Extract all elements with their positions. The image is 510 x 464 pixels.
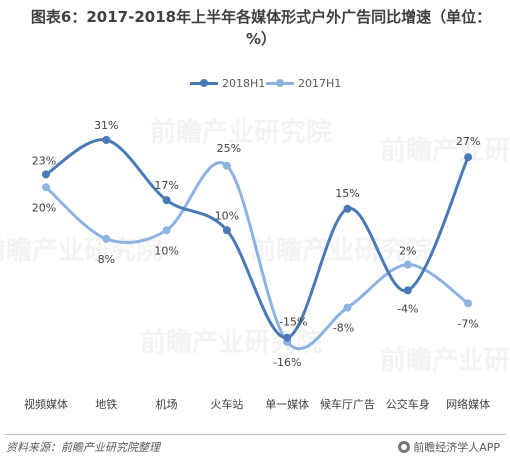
data-label-2017h1-4: -16% [273,356,301,369]
category-label-1: 地铁 [95,398,117,411]
point-2017h1-3 [222,161,231,170]
data-label-2018h1-4: -15% [279,316,307,329]
point-2018h1-0 [42,170,50,179]
point-2017h1-5 [343,303,352,312]
brand-logo-icon [398,441,411,453]
category-label-6: 公交车身 [386,397,430,411]
data-label-2018h1-2: 17% [154,179,178,192]
data-label-2017h1-3: 25% [217,142,241,155]
footer-divider [4,434,506,435]
point-2017h1-1 [102,234,111,243]
data-label-2017h1-6: 2% [399,245,416,258]
series-line-2017h1 [44,161,470,351]
point-2018h1-7 [464,153,473,162]
brand-text: 前瞻经济学人APP [413,441,500,454]
chart-title: 图表6：2017-2018年上半年各媒体形式户外广告同比增速（单位：%） [30,8,492,48]
point-2018h1-2 [162,196,171,205]
point-2017h1-7 [464,299,473,308]
category-label-7: 网络媒体 [446,397,490,411]
legend-swatch-2018h1 [190,74,218,92]
source-note: 资料来源：前瞻产业研究院整理 [6,441,160,454]
data-label-2017h1-1: 8% [98,253,115,266]
category-label-5: 候车厅广告 [320,397,375,411]
brand-credit: 前瞻经济学人APP [398,439,500,455]
category-label-3: 火车站 [210,397,243,411]
point-2018h1-5 [343,204,352,213]
data-label-2017h1-5: -8% [333,322,354,335]
point-2018h1-4 [283,333,292,342]
category-label-2: 机场 [156,397,178,411]
point-2017h1-6 [403,260,412,269]
data-label-2018h1-7: 27% [456,135,480,148]
data-label-2017h1-0: 20% [32,201,56,214]
category-label-0: 视频媒体 [24,397,68,411]
data-label-2018h1-0: 23% [32,154,56,167]
legend-label-2018h1: 2018H1 [222,76,266,90]
data-label-2018h1-6: -4% [397,302,418,315]
chart-legend: 2018H1 2017H1 [0,74,510,92]
point-2017h1-0 [42,183,50,192]
legend-item-2018h1: 2018H1 [190,74,265,92]
legend-label-2017h1: 2017H1 [298,76,342,90]
point-2017h1-2 [162,226,171,235]
data-label-2018h1-3: 10% [215,209,239,222]
data-label-2018h1-1: 31% [94,119,118,132]
data-label-2017h1-7: -7% [457,317,478,330]
point-2018h1-1 [102,136,111,144]
data-label-2018h1-5: 15% [335,187,359,200]
data-label-2017h1-2: 10% [154,244,178,257]
category-label-4: 单一媒体 [265,397,309,411]
legend-item-2017h1: 2017H1 [266,74,341,92]
point-2018h1-3 [222,226,231,235]
legend-swatch-2017h1 [266,74,294,92]
point-2018h1-6 [403,286,412,295]
